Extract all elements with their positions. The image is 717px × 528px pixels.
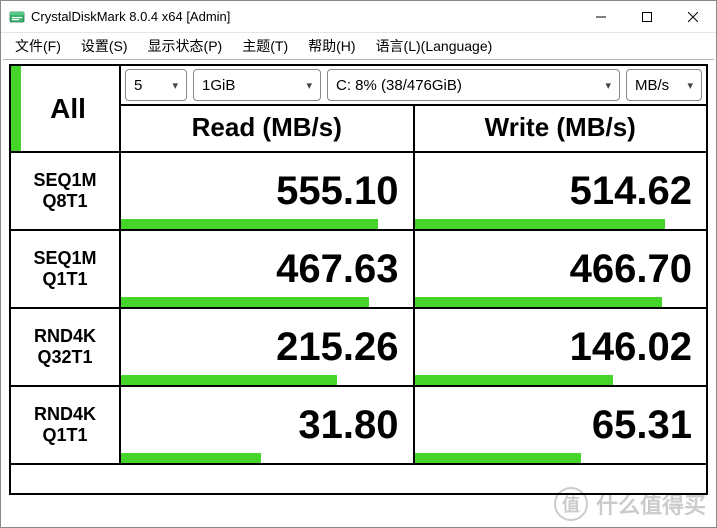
chevron-down-icon: ▾ bbox=[306, 79, 312, 92]
size-value: 1GiB bbox=[202, 77, 235, 94]
read-value-text: 467.63 bbox=[276, 247, 398, 292]
window-title: CrystalDiskMark 8.0.4 x64 [Admin] bbox=[31, 9, 578, 24]
row-label-l1: RND4K bbox=[34, 404, 96, 425]
read-value-1: 467.63 bbox=[121, 231, 415, 309]
test-button-seq1m-q8t1[interactable]: SEQ1M Q8T1 bbox=[11, 153, 121, 231]
menubar: 文件(F) 设置(S) 显示状态(P) 主题(T) 帮助(H) 语言(L)(La… bbox=[1, 33, 716, 59]
read-bar-2 bbox=[121, 375, 337, 385]
read-value-2: 215.26 bbox=[121, 309, 415, 387]
drive-value: C: 8% (38/476GiB) bbox=[336, 77, 462, 94]
write-value-text: 466.70 bbox=[570, 247, 692, 292]
size-select[interactable]: 1GiB ▾ bbox=[193, 69, 321, 101]
menu-display[interactable]: 显示状态(P) bbox=[140, 34, 231, 58]
test-button-rnd4k-q1t1[interactable]: RND4K Q1T1 bbox=[11, 387, 121, 465]
unit-select[interactable]: MB/s ▾ bbox=[626, 69, 702, 101]
write-value-text: 65.31 bbox=[592, 403, 692, 448]
write-value-text: 514.62 bbox=[570, 169, 692, 214]
row-label-l1: RND4K bbox=[34, 326, 96, 347]
window-controls bbox=[578, 1, 716, 32]
benchmark-grid: All 5 ▾ 1GiB ▾ C: 8% (38/476GiB) ▾ MB/s … bbox=[9, 64, 708, 495]
write-bar-2 bbox=[415, 375, 613, 385]
read-bar-1 bbox=[121, 297, 369, 307]
all-stripe bbox=[11, 66, 21, 151]
loops-value: 5 bbox=[134, 77, 142, 94]
menu-settings[interactable]: 设置(S) bbox=[73, 34, 136, 58]
row-label-l1: SEQ1M bbox=[33, 170, 96, 191]
test-button-seq1m-q1t1[interactable]: SEQ1M Q1T1 bbox=[11, 231, 121, 309]
read-value-3: 31.80 bbox=[121, 387, 415, 465]
row-label-l2: Q1T1 bbox=[42, 269, 87, 290]
chevron-down-icon: ▾ bbox=[172, 79, 178, 92]
write-value-3: 65.31 bbox=[415, 387, 709, 465]
header-read: Read (MB/s) bbox=[121, 106, 415, 153]
write-bar-1 bbox=[415, 297, 663, 307]
header-write: Write (MB/s) bbox=[415, 106, 709, 153]
all-label: All bbox=[50, 93, 86, 125]
chevron-down-icon: ▾ bbox=[605, 79, 611, 92]
write-value-0: 514.62 bbox=[415, 153, 709, 231]
app-icon bbox=[9, 9, 25, 25]
maximize-button[interactable] bbox=[624, 1, 670, 32]
unit-value: MB/s bbox=[635, 77, 669, 94]
menu-file[interactable]: 文件(F) bbox=[7, 34, 69, 58]
row-label-l2: Q32T1 bbox=[37, 347, 92, 368]
chevron-down-icon: ▾ bbox=[687, 79, 693, 92]
read-value-text: 215.26 bbox=[276, 325, 398, 370]
read-value-0: 555.10 bbox=[121, 153, 415, 231]
menu-theme[interactable]: 主题(T) bbox=[234, 34, 296, 58]
write-value-2: 146.02 bbox=[415, 309, 709, 387]
run-all-button[interactable]: All bbox=[11, 66, 121, 153]
row-label-l1: SEQ1M bbox=[33, 248, 96, 269]
read-value-text: 31.80 bbox=[298, 403, 398, 448]
test-button-rnd4k-q32t1[interactable]: RND4K Q32T1 bbox=[11, 309, 121, 387]
write-value-1: 466.70 bbox=[415, 231, 709, 309]
drive-select[interactable]: C: 8% (38/476GiB) ▾ bbox=[327, 69, 620, 101]
write-value-text: 146.02 bbox=[570, 325, 692, 370]
write-bar-0 bbox=[415, 219, 666, 229]
menu-help[interactable]: 帮助(H) bbox=[300, 34, 363, 58]
minimize-button[interactable] bbox=[578, 1, 624, 32]
menu-language[interactable]: 语言(L)(Language) bbox=[368, 34, 501, 58]
row-label-l2: Q8T1 bbox=[42, 191, 87, 212]
read-bar-3 bbox=[121, 453, 261, 463]
row-label-l2: Q1T1 bbox=[42, 425, 87, 446]
toolbar-cell: 5 ▾ 1GiB ▾ C: 8% (38/476GiB) ▾ MB/s ▾ bbox=[121, 66, 708, 106]
close-button[interactable] bbox=[670, 1, 716, 32]
write-bar-3 bbox=[415, 453, 581, 463]
status-bar bbox=[11, 465, 708, 495]
loops-select[interactable]: 5 ▾ bbox=[125, 69, 187, 101]
read-bar-0 bbox=[121, 219, 378, 229]
read-value-text: 555.10 bbox=[276, 169, 398, 214]
main-content: All 5 ▾ 1GiB ▾ C: 8% (38/476GiB) ▾ MB/s … bbox=[1, 60, 716, 495]
window-titlebar: CrystalDiskMark 8.0.4 x64 [Admin] bbox=[1, 1, 716, 33]
